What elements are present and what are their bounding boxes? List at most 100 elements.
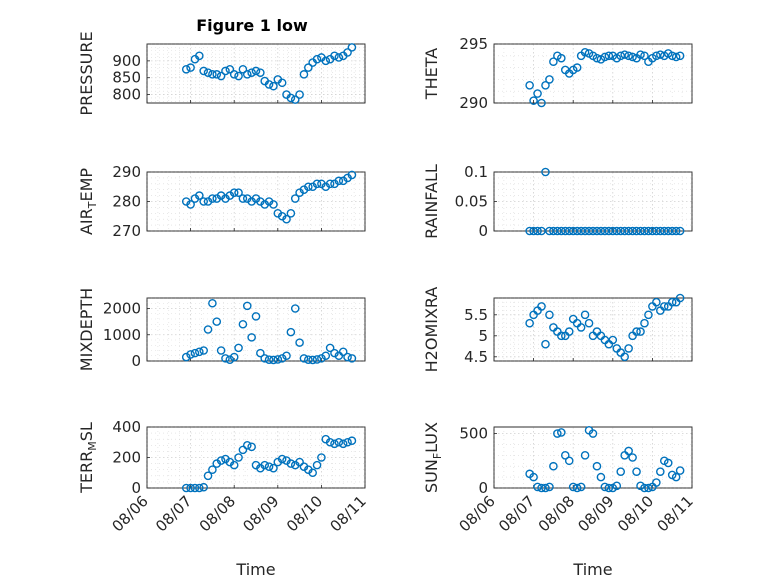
data-point <box>592 53 602 63</box>
y-tick-label: 0.1 <box>464 163 488 181</box>
data-point <box>580 310 590 320</box>
y-tick-label: 500 <box>459 425 488 443</box>
y-tick-label: 0 <box>478 222 488 240</box>
subplot-h2omixra: 4.5 5 5.5 H2OMIXRA <box>422 287 693 373</box>
data-point <box>612 481 622 491</box>
data-point <box>330 348 339 358</box>
data-point <box>675 293 685 303</box>
data-point <box>564 456 574 466</box>
data-point <box>616 467 626 476</box>
data-point <box>212 317 222 326</box>
data-point <box>181 64 191 74</box>
data-point <box>312 54 322 64</box>
data-point <box>620 50 629 59</box>
data-point <box>604 51 614 61</box>
data-point <box>269 81 278 91</box>
data-point <box>312 179 322 189</box>
y-tick-label: 4.5 <box>464 348 488 366</box>
y-tick-label: 400 <box>112 418 141 436</box>
data-point <box>343 437 352 447</box>
data-point <box>312 460 322 470</box>
y-tick-label: 0.05 <box>455 193 488 211</box>
data-point <box>572 63 582 72</box>
data-point <box>632 327 641 336</box>
data-point <box>667 297 677 307</box>
data-point <box>195 347 204 357</box>
data-point <box>247 333 256 342</box>
data-point <box>675 226 685 236</box>
data-point <box>537 483 546 493</box>
data-point <box>620 226 629 236</box>
data-point <box>299 70 309 79</box>
data-point <box>537 98 546 108</box>
data-point <box>624 344 633 353</box>
x-axis-label: Time <box>235 560 275 579</box>
data-point <box>644 483 653 493</box>
data-point <box>286 459 296 468</box>
data-series <box>181 434 357 493</box>
data-point <box>330 439 339 449</box>
data-point <box>242 440 252 450</box>
data-point <box>541 167 550 177</box>
data-point <box>304 63 313 72</box>
data-point <box>640 318 649 328</box>
data-point <box>317 453 326 462</box>
data-point <box>247 442 256 452</box>
data-point <box>225 355 235 364</box>
y-axis-label: RAINFALL <box>422 164 441 239</box>
data-point <box>234 188 243 197</box>
subplot-terr_msl: 0 200 400 08/06 08/07 08/08 08/09 08/10 08/11 Tim… <box>77 418 370 579</box>
data-point <box>216 346 226 355</box>
data-point <box>238 64 248 74</box>
data-point <box>529 472 538 482</box>
data-point <box>251 312 261 321</box>
data-point <box>549 461 558 471</box>
data-point <box>203 471 213 481</box>
x-tick-label: 08/08 <box>196 492 239 535</box>
y-axis-label: H2OMIXRA <box>422 287 441 373</box>
data-point <box>229 352 239 362</box>
data-point <box>186 483 195 493</box>
data-series <box>525 47 685 108</box>
x-tick-label: 08/08 <box>535 492 578 535</box>
data-point <box>264 462 274 471</box>
data-point <box>652 478 661 487</box>
data-point <box>557 428 566 437</box>
data-point <box>572 483 582 493</box>
data-point <box>290 194 300 203</box>
x-tick-label: 08/11 <box>654 492 697 535</box>
x-tick-label: 08/06 <box>456 492 499 535</box>
data-point <box>537 302 546 311</box>
y-tick-label: 800 <box>112 86 141 104</box>
figure-title: Figure 1 low <box>196 16 308 35</box>
y-tick-label: 200 <box>112 449 141 467</box>
data-point <box>612 226 622 236</box>
data-point <box>190 483 200 493</box>
data-point <box>242 70 252 79</box>
data-point <box>269 355 278 365</box>
subplot-theta: 290 295 THETA <box>422 35 693 112</box>
subplot-rainfall: 0 0.05 0.1 RAINFALL <box>422 163 693 240</box>
y-tick-label: 280 <box>112 193 141 211</box>
data-point <box>537 226 546 236</box>
data-point <box>652 297 661 307</box>
data-point <box>238 319 248 329</box>
x-tick-label: 08/09 <box>239 492 282 535</box>
data-point <box>203 68 213 77</box>
data-point <box>628 52 637 62</box>
subplot-air_temp: 270 280 290 AIRTEMP <box>77 163 366 240</box>
y-axis-label: SUNFLUX <box>422 422 444 493</box>
data-point <box>588 226 598 236</box>
data-point <box>560 226 570 236</box>
data-point <box>256 68 265 77</box>
data-point <box>541 81 550 90</box>
y-tick-label: 270 <box>112 222 141 240</box>
data-point <box>221 66 230 76</box>
data-point <box>269 200 278 209</box>
data-point <box>251 66 261 76</box>
data-point <box>234 71 243 81</box>
y-tick-label: 290 <box>459 94 488 112</box>
data-point <box>334 53 344 62</box>
data-point <box>242 301 252 311</box>
